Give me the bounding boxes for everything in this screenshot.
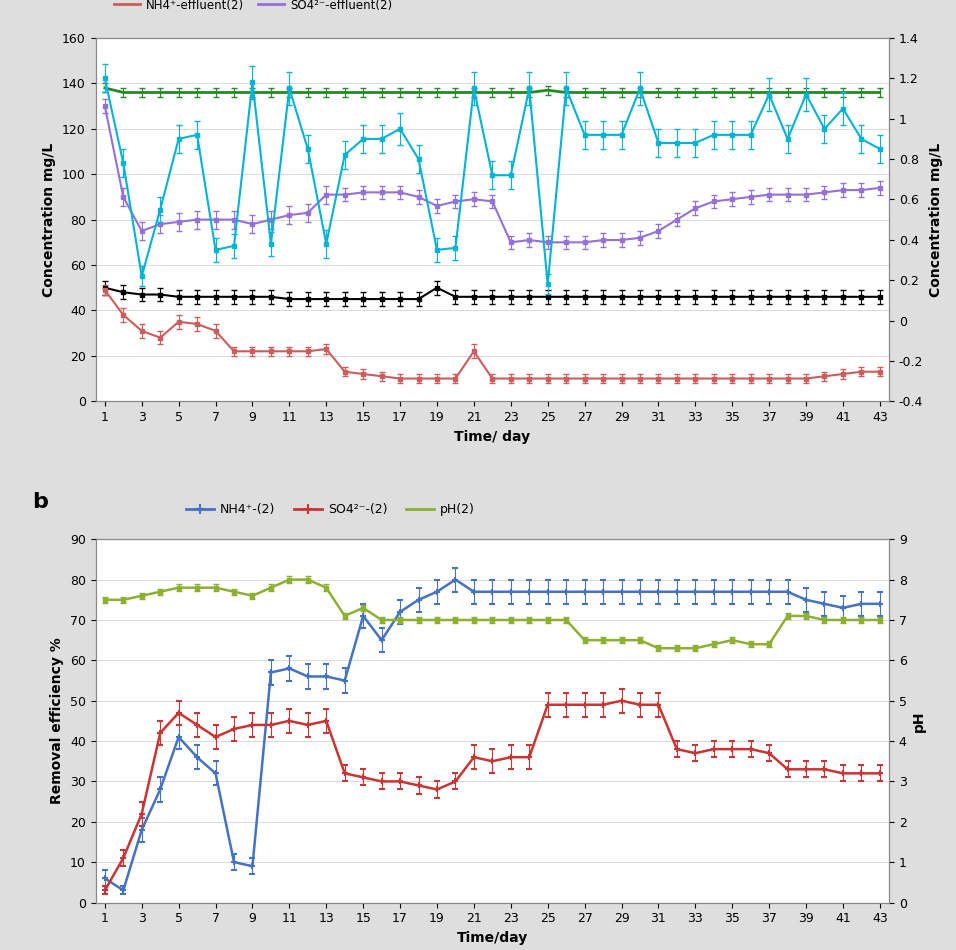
Y-axis label: Removal efficiency %: Removal efficiency % <box>51 637 64 805</box>
X-axis label: Time/day: Time/day <box>457 931 528 945</box>
Text: b: b <box>33 492 48 512</box>
X-axis label: Time/ day: Time/ day <box>454 429 531 444</box>
Y-axis label: Concentration mg/L: Concentration mg/L <box>928 142 943 296</box>
Y-axis label: pH: pH <box>912 711 926 732</box>
Legend: NH4-influent(2), NH4⁺-effluent(2), SO4²⁻-influent(2), SO4²⁻-effluent(2), NO2-pro: NH4-influent(2), NH4⁺-effluent(2), SO4²⁻… <box>109 0 554 16</box>
Legend: NH4⁺-(2), SO4²⁻-(2), pH(2): NH4⁺-(2), SO4²⁻-(2), pH(2) <box>182 499 480 522</box>
Y-axis label: Concentration mg/L: Concentration mg/L <box>42 142 56 296</box>
